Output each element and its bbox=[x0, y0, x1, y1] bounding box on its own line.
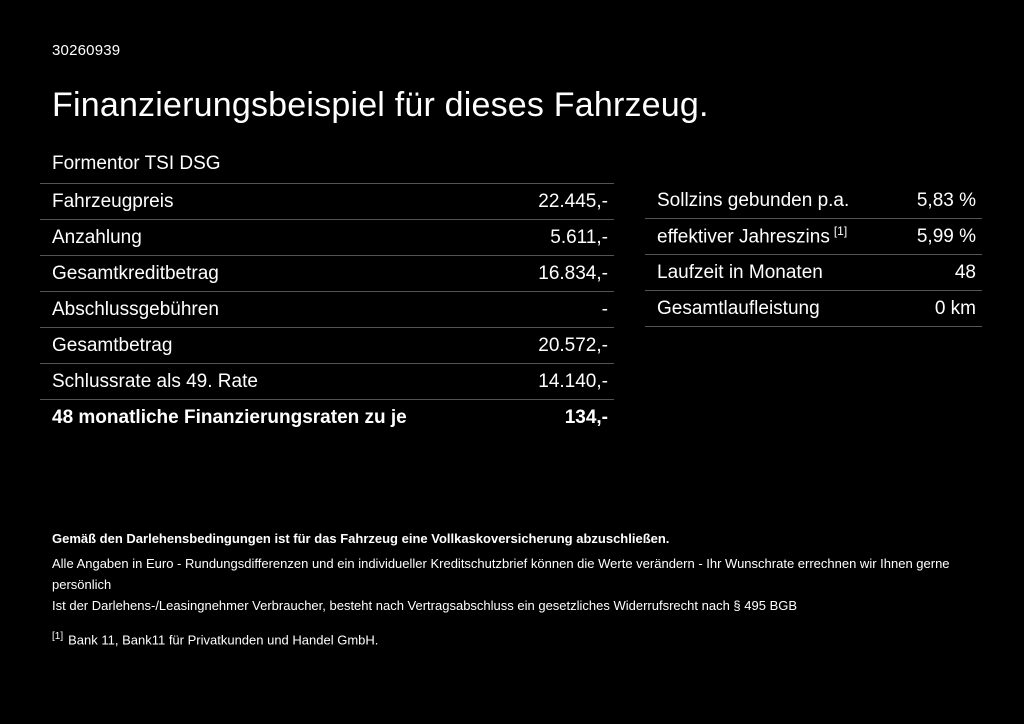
row-value: 22.445,- bbox=[538, 190, 608, 212]
row-label: 48 monatliche Finanzierungsraten zu je bbox=[52, 406, 407, 428]
table-row: Sollzins gebunden p.a. 5,83 % bbox=[645, 183, 982, 219]
insurance-note: Gemäß den Darlehensbedingungen ist für d… bbox=[52, 531, 670, 546]
row-value: 48 bbox=[954, 261, 976, 283]
page-title: Finanzierungsbeispiel für dieses Fahrzeu… bbox=[52, 86, 709, 124]
row-value: 134,- bbox=[564, 406, 608, 428]
row-label: Gesamtkreditbetrag bbox=[52, 262, 219, 284]
row-value: 20.572,- bbox=[538, 334, 608, 356]
row-value: 5,99 % bbox=[916, 225, 976, 247]
row-label: effektiver Jahreszins [1] bbox=[645, 224, 847, 248]
table-row: Gesamtbetrag 20.572,- bbox=[40, 327, 614, 363]
row-label: Fahrzeugpreis bbox=[52, 190, 174, 212]
disclaimer-line-2: Ist der Darlehens-/Leasingnehmer Verbrau… bbox=[52, 598, 798, 613]
offer-id: 30260939 bbox=[52, 42, 121, 59]
bank-footnote: [1] Bank 11, Bank11 für Privatkunden und … bbox=[52, 631, 976, 647]
footnote-text: Bank 11, Bank11 für Privatkunden und Han… bbox=[68, 632, 379, 648]
table-row: Anzahlung 5.611,- bbox=[40, 219, 614, 255]
table-row-monthly-rate: 48 monatliche Finanzierungsraten zu je 1… bbox=[40, 399, 614, 435]
footnote-reference: [1] bbox=[833, 224, 848, 239]
row-value: 0 km bbox=[934, 297, 976, 319]
table-row: Schlussrate als 49. Rate 14.140,- bbox=[40, 363, 614, 399]
disclaimer-line-1: Alle Angaben in Euro - Rundungsdifferenz… bbox=[52, 556, 950, 592]
row-label: Laufzeit in Monaten bbox=[657, 261, 823, 283]
row-label: Gesamtbetrag bbox=[52, 334, 173, 356]
row-label: Gesamtlaufleistung bbox=[657, 297, 820, 319]
table-row: Gesamtlaufleistung 0 km bbox=[645, 291, 982, 327]
row-label: Schlussrate als 49. Rate bbox=[52, 370, 258, 392]
vehicle-model-subtitle: Formentor TSI DSG bbox=[52, 153, 221, 174]
row-label: Sollzins gebunden p.a. bbox=[657, 189, 850, 211]
legal-footer: Gemäß den Darlehensbedingungen ist für d… bbox=[52, 531, 976, 647]
financing-tables: Fahrzeugpreis 22.445,- Anzahlung 5.611,-… bbox=[40, 183, 984, 435]
financing-table-left: Fahrzeugpreis 22.445,- Anzahlung 5.611,-… bbox=[40, 183, 614, 435]
financing-table-right: Sollzins gebunden p.a. 5,83 % effektiver… bbox=[645, 183, 982, 435]
table-row: Fahrzeugpreis 22.445,- bbox=[40, 183, 614, 219]
footnote-marker: [1] bbox=[52, 631, 64, 642]
row-label: Anzahlung bbox=[52, 226, 142, 248]
row-value: 5,83 % bbox=[916, 189, 976, 211]
row-value: 5.611,- bbox=[550, 226, 608, 248]
row-label-text: effektiver Jahreszins bbox=[657, 226, 830, 248]
row-label: Abschlussgebühren bbox=[52, 298, 219, 320]
row-value: 14.140,- bbox=[538, 370, 608, 392]
row-value: 16.834,- bbox=[538, 262, 608, 284]
table-row: effektiver Jahreszins [1] 5,99 % bbox=[645, 219, 982, 255]
table-row: Laufzeit in Monaten 48 bbox=[645, 255, 982, 291]
table-row: Abschlussgebühren - bbox=[40, 291, 614, 327]
table-row: Gesamtkreditbetrag 16.834,- bbox=[40, 255, 614, 291]
row-value: - bbox=[601, 298, 608, 320]
